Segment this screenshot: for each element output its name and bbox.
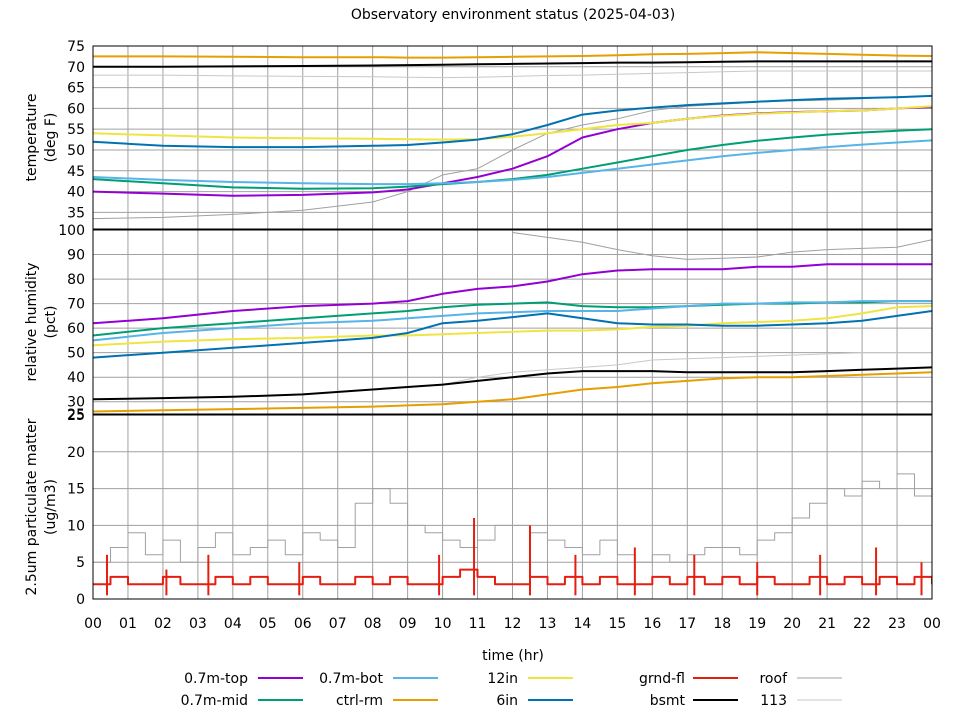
panel-frame [92,45,933,230]
series-line-roof [93,473,932,563]
x-tick-label: 09 [399,616,417,632]
series-line-ctrl-rm [93,51,932,59]
y-tick-label: 25 [67,408,85,424]
panel-frame [92,229,933,415]
series-line-ctrl-rm [93,371,932,413]
x-tick-label: 11 [469,616,487,632]
series-line-0.7m-mid [93,128,932,190]
series-line-roof [93,95,932,220]
series-line-0.7m-bot [93,300,932,342]
y-axis-label: (ug/m3) [43,479,59,535]
y-tick-label: 25 [67,407,85,423]
x-tick-label: 08 [364,616,382,632]
panel-3: 0 5 10 15 20 25 2.5um particulate matter (ug/m3… [24,408,933,608]
y-tick-label: 40 [67,185,85,201]
y-tick-label: 50 [67,143,85,159]
y-tick-label: 5 [76,555,85,571]
x-tick-label: 22 [853,616,871,632]
y-tick-label: 70 [67,60,85,76]
y-tick-label: 40 [67,370,85,386]
legend-label: 6in [496,693,518,709]
legend-label: 0.7m-mid [181,693,248,709]
legend-label: roof [759,671,788,687]
y-tick-label: 75 [67,39,85,55]
legend-label: 0.7m-bot [319,671,383,687]
y-axis-label: 2.5um particulate matter [24,418,40,595]
series-line-0.7m-top [93,263,932,325]
x-tick-label: 15 [608,616,626,632]
series-line-0.7m-bot [93,139,932,186]
x-tick-label: 23 [888,616,906,632]
y-tick-label: 30 [67,395,85,411]
series-line-bsmt [93,60,932,68]
y-tick-label: 65 [67,81,85,97]
legend: 0.7m-top 0.7m-bot 12in grnd-fl roof 0.7m-mid c… [181,671,842,709]
y-axis-label: relative humidity [24,262,40,381]
chart-title: Observatory environment status (2025-04-… [351,7,675,23]
legend-label: bsmt [650,693,686,709]
x-tick-label: 18 [713,616,731,632]
series-line-6in [93,310,932,359]
y-tick-label: 20 [67,445,85,461]
x-tick-label: 04 [224,616,242,632]
series-line-12in [93,305,932,347]
legend-label: grnd-fl [639,671,685,687]
series-line-roof [512,232,932,260]
legend-label: 0.7m-top [184,671,248,687]
series-line-12in [93,105,932,141]
series-line-113 [442,352,932,386]
legend-label: ctrl-rm [336,693,383,709]
x-axis-label: time (hr) [482,648,544,664]
y-tick-label: 80 [67,272,85,288]
x-tick-label: 00 [84,616,102,632]
y-tick-label: 15 [67,482,85,498]
panel-frame [92,414,933,600]
y-tick-label: 35 [67,205,85,221]
x-tick-label: 19 [748,616,766,632]
y-tick-label: 100 [58,223,85,239]
panel-1: 35 40 45 50 55 60 65 70 75 temperature (deg F) [24,39,933,230]
x-tick-label: 13 [539,616,557,632]
x-tick-label: 20 [783,616,801,632]
y-axis-label: (deg F) [43,113,59,163]
y-tick-label: 70 [67,297,85,313]
y-tick-label: 0 [76,592,85,608]
y-axis-label: (pct) [43,306,59,339]
series-line-6in [93,94,932,149]
x-tick-label: 02 [154,616,172,632]
x-tick-label: 16 [643,616,661,632]
x-tick-label: 07 [329,616,347,632]
x-tick-label: 12 [504,616,522,632]
legend-label: 12in [487,671,518,687]
x-tick-label: 06 [294,616,312,632]
y-tick-label: 50 [67,346,85,362]
y-axis-label: temperature [24,94,40,182]
x-tick-label: 17 [678,616,696,632]
x-tick-label: 01 [119,616,137,632]
x-tick-label: 21 [818,616,836,632]
y-tick-label: 10 [67,518,85,534]
y-tick-label: 55 [67,122,85,138]
y-tick-label: 90 [67,248,85,264]
x-tick-label: 14 [574,616,592,632]
series-line-113 [93,70,932,79]
series-line-bsmt [93,366,932,401]
x-tick-label: 05 [259,616,277,632]
x-tick-label: 00 [923,616,941,632]
x-tick-label: 10 [434,616,452,632]
y-tick-label: 45 [67,164,85,180]
y-tick-label: 60 [67,101,85,117]
y-tick-label: 60 [67,321,85,337]
legend-label: 113 [760,693,787,709]
x-tick-label: 03 [189,616,207,632]
